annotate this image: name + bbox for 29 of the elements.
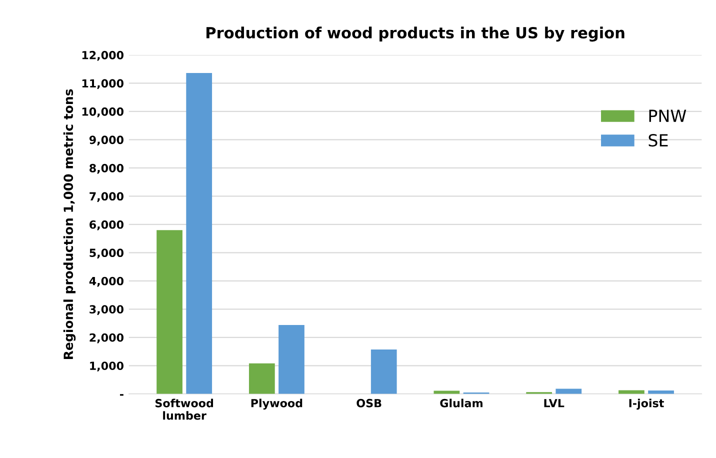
x-tick-label: Glulam [440,398,482,408]
y-tick-label: 2,000 [90,333,124,344]
legend-label: SE [648,134,668,147]
y-tick-label: 12,000 [82,50,124,61]
bar [370,350,397,394]
x-tick-label: OSB [356,398,382,408]
y-tick-label: 11,000 [82,79,124,90]
y-tick-label: 1,000 [90,362,124,372]
y-axis-title: Regional production 1,000 metric tons [63,89,76,359]
chart-title: Production of wood products in the US by region [206,26,624,42]
bar [156,230,182,394]
bar [248,363,275,394]
bar [278,324,304,394]
bar [618,390,644,394]
y-tick-label: 10,000 [82,107,124,118]
x-tick-label: Plywood [251,398,302,410]
y-tick-label: 5,000 [90,248,124,258]
legend-label: PNW [649,110,686,122]
x-tick-label: I-joist [629,398,664,410]
bar [186,73,212,394]
y-tick-label: - [120,394,124,396]
y-tick-label: 3,000 [90,305,124,315]
y-tick-label: 7,000 [90,192,124,202]
x-tick-label: Softwood lumber [155,398,214,420]
y-tick-label: 4,000 [89,276,124,287]
y-tick-label: 9,000 [89,136,124,146]
x-tick-label: LVL [544,399,564,408]
y-tick-label: 6,000 [90,220,124,230]
y-tick-label: 8,000 [90,164,124,174]
